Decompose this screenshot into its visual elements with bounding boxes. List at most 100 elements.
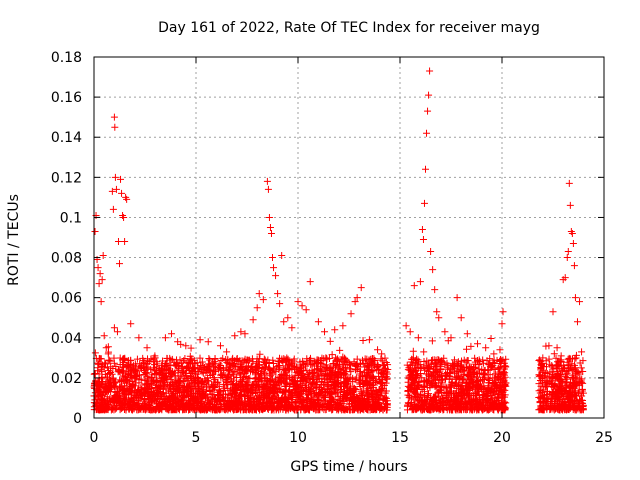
data-point: [329, 405, 337, 413]
data-point: [365, 401, 373, 409]
data-point: [167, 356, 175, 364]
data-point: [293, 364, 301, 372]
data-point: [342, 404, 350, 412]
y-tick-label: 0.04: [51, 331, 82, 347]
y-axis-label: ROTI / TECUs: [6, 194, 22, 286]
data-point: [231, 332, 239, 340]
data-point: [263, 401, 271, 409]
data-point: [216, 342, 224, 350]
data-point: [105, 357, 113, 365]
data-point: [224, 366, 232, 374]
data-point: [303, 395, 311, 403]
data-point: [144, 357, 152, 365]
data-point: [143, 344, 151, 352]
data-point: [357, 284, 365, 292]
data-point: [118, 189, 126, 197]
data-point: [274, 290, 282, 298]
data-point: [272, 375, 280, 383]
data-point: [127, 320, 135, 328]
data-point: [146, 381, 154, 389]
data-point: [106, 357, 114, 365]
data-point: [272, 368, 280, 376]
data-point: [276, 405, 284, 413]
data-point: [378, 350, 386, 358]
data-point: [114, 238, 122, 246]
x-axis-label: GPS time / hours: [290, 459, 407, 475]
data-point: [262, 359, 270, 367]
data-point: [498, 320, 506, 328]
data-point: [142, 360, 150, 368]
data-point: [457, 314, 465, 322]
data-point: [263, 177, 271, 185]
data-point: [257, 396, 265, 404]
data-point: [295, 402, 303, 410]
data-point: [327, 389, 335, 397]
data-point: [326, 398, 334, 406]
data-point: [183, 365, 191, 373]
data-point: [269, 254, 276, 262]
data-point: [110, 324, 118, 332]
data-point: [314, 318, 322, 326]
data-point: [410, 282, 418, 290]
data-point: [204, 338, 212, 346]
data-point: [359, 336, 367, 344]
data-point: [104, 350, 112, 358]
data-point: [206, 367, 214, 375]
data-point: [310, 379, 318, 387]
data-point: [356, 382, 364, 390]
data-point: [329, 380, 337, 388]
data-point: [490, 350, 498, 358]
data-point: [318, 375, 326, 383]
data-point: [265, 213, 273, 221]
data-point: [235, 394, 243, 402]
data-point: [402, 322, 410, 330]
data-point: [565, 179, 573, 187]
data-point: [299, 380, 307, 388]
data-point: [377, 355, 385, 363]
data-point: [145, 383, 153, 391]
data-point: [441, 328, 449, 336]
data-point: [122, 367, 130, 375]
data-point: [327, 363, 335, 371]
data-point: [487, 335, 495, 343]
data-point: [418, 225, 426, 233]
data-point: [121, 391, 129, 399]
data-point: [263, 376, 271, 384]
y-tick-label: 0: [73, 411, 82, 427]
data-point: [210, 374, 218, 382]
data-point: [323, 370, 331, 378]
data-point: [347, 310, 355, 318]
data-point: [287, 380, 295, 388]
data-point: [427, 248, 435, 256]
data-point: [179, 387, 187, 395]
data-point: [272, 272, 280, 280]
data-point: [332, 400, 340, 408]
data-point: [302, 306, 310, 314]
data-point: [357, 359, 365, 367]
data-point: [429, 266, 437, 274]
data-point: [215, 382, 223, 390]
data-point: [453, 294, 461, 302]
data-points: [90, 67, 587, 414]
data-point: [428, 337, 436, 345]
data-point: [414, 334, 422, 342]
data-point: [266, 223, 274, 231]
data-point: [98, 276, 106, 284]
data-point: [320, 393, 328, 401]
data-point: [294, 298, 302, 306]
data-point: [328, 376, 336, 384]
data-point: [374, 363, 382, 371]
data-point: [108, 370, 116, 378]
data-point: [172, 379, 180, 387]
data-point: [165, 361, 173, 369]
y-tick-label: 0.14: [51, 130, 82, 146]
data-point: [264, 185, 272, 193]
data-point: [216, 363, 224, 371]
data-point: [463, 330, 471, 338]
data-point: [113, 328, 121, 336]
data-point: [224, 398, 232, 406]
data-point: [162, 360, 170, 368]
y-tick-label: 0.12: [51, 170, 82, 186]
data-point: [422, 165, 429, 173]
